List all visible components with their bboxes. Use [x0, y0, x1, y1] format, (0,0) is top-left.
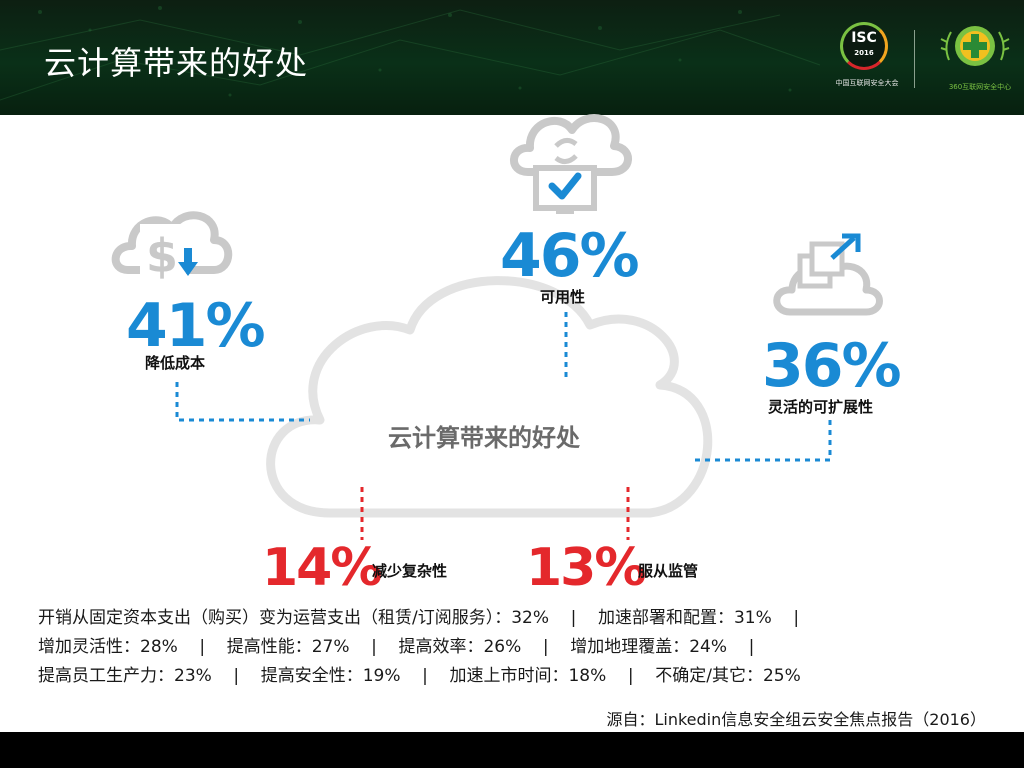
footer-bar: [0, 732, 1024, 768]
central-cloud-outline: [266, 276, 713, 518]
details-row: 提高员工生产力：23% | 提高安全性：19% | 加速上市时间：18% | 不…: [38, 666, 801, 686]
isc-logo-ring: [840, 22, 888, 70]
stat-availability-label: 可用性: [540, 288, 586, 306]
stat-cost-value: 41%: [126, 291, 266, 361]
cloud-center-title: 云计算带来的好处: [388, 424, 580, 452]
header-banner: 云计算带来的好处 ISC 2016 中国互联网安全大会 360互联网安全中心: [0, 0, 1024, 115]
security-center-logo: 360互联网安全中心: [935, 20, 1015, 100]
isc-logo-year: 2016: [854, 49, 874, 57]
connector-cost: [175, 382, 310, 422]
details-list: 开销从固定资本支出（购买）变为运营支出（租赁/订阅服务）：32% | 加速部署和…: [38, 604, 801, 691]
stat-regulation-label: 服从监管: [638, 562, 699, 580]
stat-scalability-label: 灵活的可扩展性: [768, 398, 874, 416]
svg-text:$: $: [146, 229, 178, 283]
cost-reduction-icon: $: [111, 211, 233, 283]
logo-divider: [914, 30, 915, 88]
isc-logo-subtitle: 中国互联网安全大会: [835, 79, 899, 87]
source-citation: 源自：Linkedin信息安全组云安全焦点报告（2016）: [606, 710, 986, 729]
stat-complexity-label: 减少复杂性: [372, 562, 448, 580]
stat-availability-value: 46%: [500, 221, 640, 291]
isc-logo: ISC 2016 中国互联网安全大会: [830, 22, 900, 92]
header-texture: [0, 6, 821, 101]
security-center-subtitle: 360互联网安全中心: [948, 83, 1012, 91]
stat-cost-label: 降低成本: [145, 354, 206, 372]
security-center-emblem: [940, 26, 1010, 66]
stat-scalability-value: 36%: [762, 331, 902, 401]
isc-logo-text: ISC: [851, 30, 877, 46]
page-title: 云计算带来的好处: [44, 44, 309, 82]
details-row: 开销从固定资本支出（购买）变为运营支出（租赁/订阅服务）：32% | 加速部署和…: [38, 608, 800, 628]
scalability-icon: [773, 233, 883, 316]
stat-regulation-value: 13%: [526, 538, 646, 598]
connector-scalability: [690, 420, 832, 462]
availability-icon: [510, 114, 632, 214]
infographic-graphics: $: [111, 114, 883, 540]
details-row: 增加灵活性：28% | 提高性能：27% | 提高效率：26% | 增加地理覆盖…: [38, 637, 755, 657]
stat-complexity-value: 14%: [262, 538, 382, 598]
